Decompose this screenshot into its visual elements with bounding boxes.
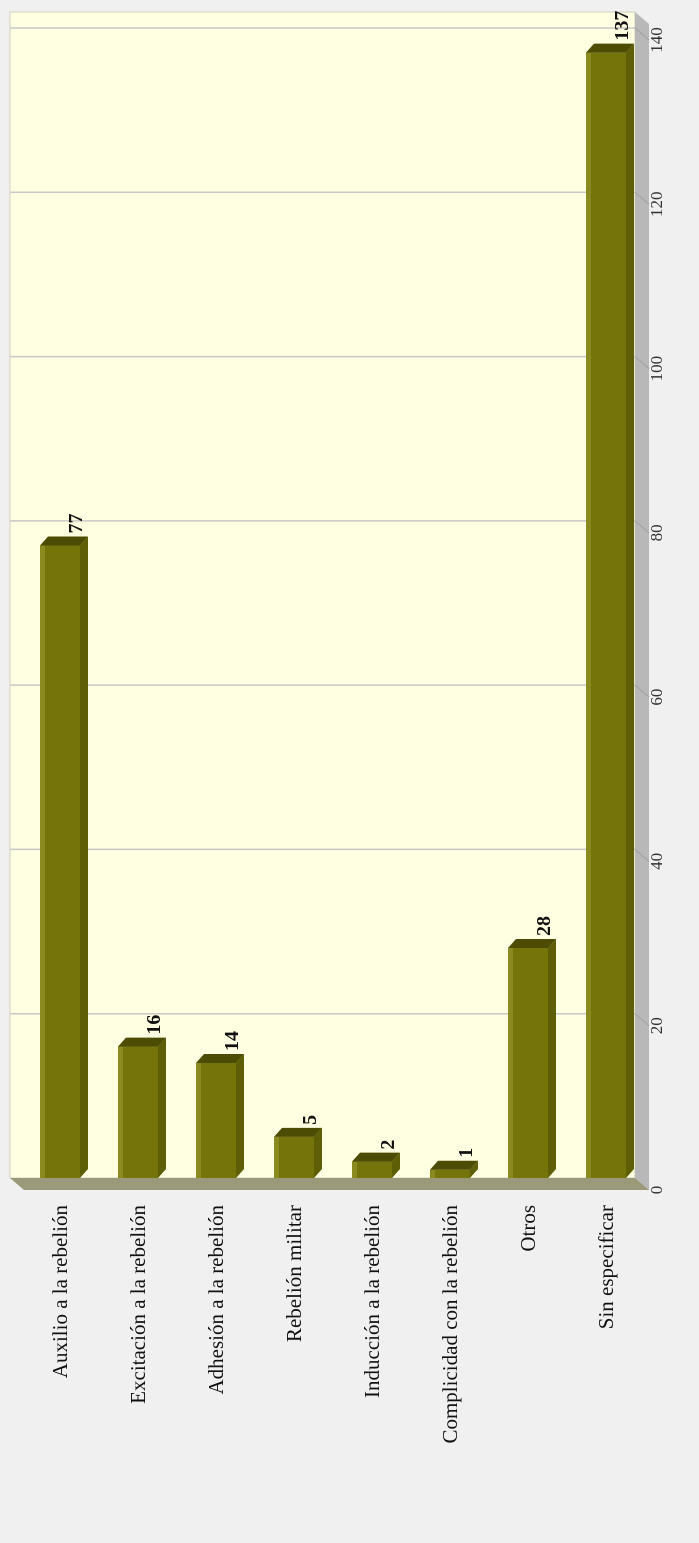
- bar-top: [118, 1038, 166, 1047]
- category-label: Otros: [516, 1205, 540, 1252]
- tick-label: 140: [647, 27, 666, 53]
- bar-top: [586, 44, 634, 53]
- bar-side: [158, 1038, 166, 1178]
- bar-body: [196, 1063, 236, 1178]
- tick-label: 40: [647, 853, 666, 870]
- category-label: Inducción a la rebelión: [360, 1205, 384, 1398]
- bar: [40, 537, 88, 1179]
- value-label: 2: [377, 1140, 399, 1150]
- bar-side: [548, 939, 556, 1178]
- bar: [196, 1054, 244, 1178]
- category-label: Complicidad con la rebelión: [438, 1205, 462, 1444]
- plot-depth-wall: [635, 12, 649, 1190]
- bar-highlight: [508, 948, 513, 1178]
- bar: [352, 1153, 400, 1178]
- value-label: 5: [299, 1115, 321, 1125]
- bar-highlight: [586, 53, 591, 1178]
- bar-body: [352, 1162, 392, 1178]
- value-label: 14: [221, 1031, 243, 1051]
- bar: [118, 1038, 166, 1178]
- tick-label: 0: [647, 1186, 666, 1195]
- bar-top: [430, 1161, 478, 1170]
- bar-body: [586, 53, 626, 1178]
- bar-top: [508, 939, 556, 948]
- value-label: 137: [611, 11, 633, 41]
- tick-label: 20: [647, 1017, 666, 1034]
- bar-side: [80, 537, 88, 1179]
- bar-top: [196, 1054, 244, 1063]
- bar-top: [274, 1128, 322, 1137]
- tick-label: 120: [647, 192, 666, 218]
- bar-top: [352, 1153, 400, 1162]
- value-label: 77: [65, 514, 87, 534]
- bar-highlight: [196, 1063, 201, 1178]
- bar-highlight: [430, 1170, 435, 1178]
- bar-side: [626, 44, 634, 1178]
- tick-label: 60: [647, 689, 666, 706]
- value-label: 28: [533, 916, 555, 936]
- value-label: 1: [455, 1148, 477, 1158]
- bar-top: [40, 537, 88, 546]
- bar-body: [118, 1047, 158, 1178]
- tick-label: 100: [647, 356, 666, 382]
- bar-body: [274, 1137, 314, 1178]
- bar-body: [508, 948, 548, 1178]
- bar: [274, 1128, 322, 1178]
- bar: [430, 1161, 478, 1178]
- category-label: Sin especificar: [594, 1205, 618, 1329]
- bar-highlight: [118, 1047, 123, 1178]
- bar: [508, 939, 556, 1178]
- bar-highlight: [352, 1162, 357, 1178]
- bar-side: [236, 1054, 244, 1178]
- category-label: Auxilio a la rebelión: [48, 1205, 72, 1379]
- bar: [586, 44, 634, 1178]
- category-label: Excitación a la rebelión: [126, 1205, 150, 1404]
- category-label: Adhesión a la rebelión: [204, 1205, 228, 1395]
- tick-label: 80: [647, 524, 666, 541]
- category-label: Rebelión militar: [282, 1205, 306, 1342]
- bar-highlight: [274, 1137, 279, 1178]
- bar-body: [40, 546, 80, 1179]
- bar-body: [430, 1170, 470, 1178]
- value-label: 16: [143, 1015, 165, 1035]
- bar-highlight: [40, 546, 45, 1179]
- plot-floor: [10, 1178, 649, 1190]
